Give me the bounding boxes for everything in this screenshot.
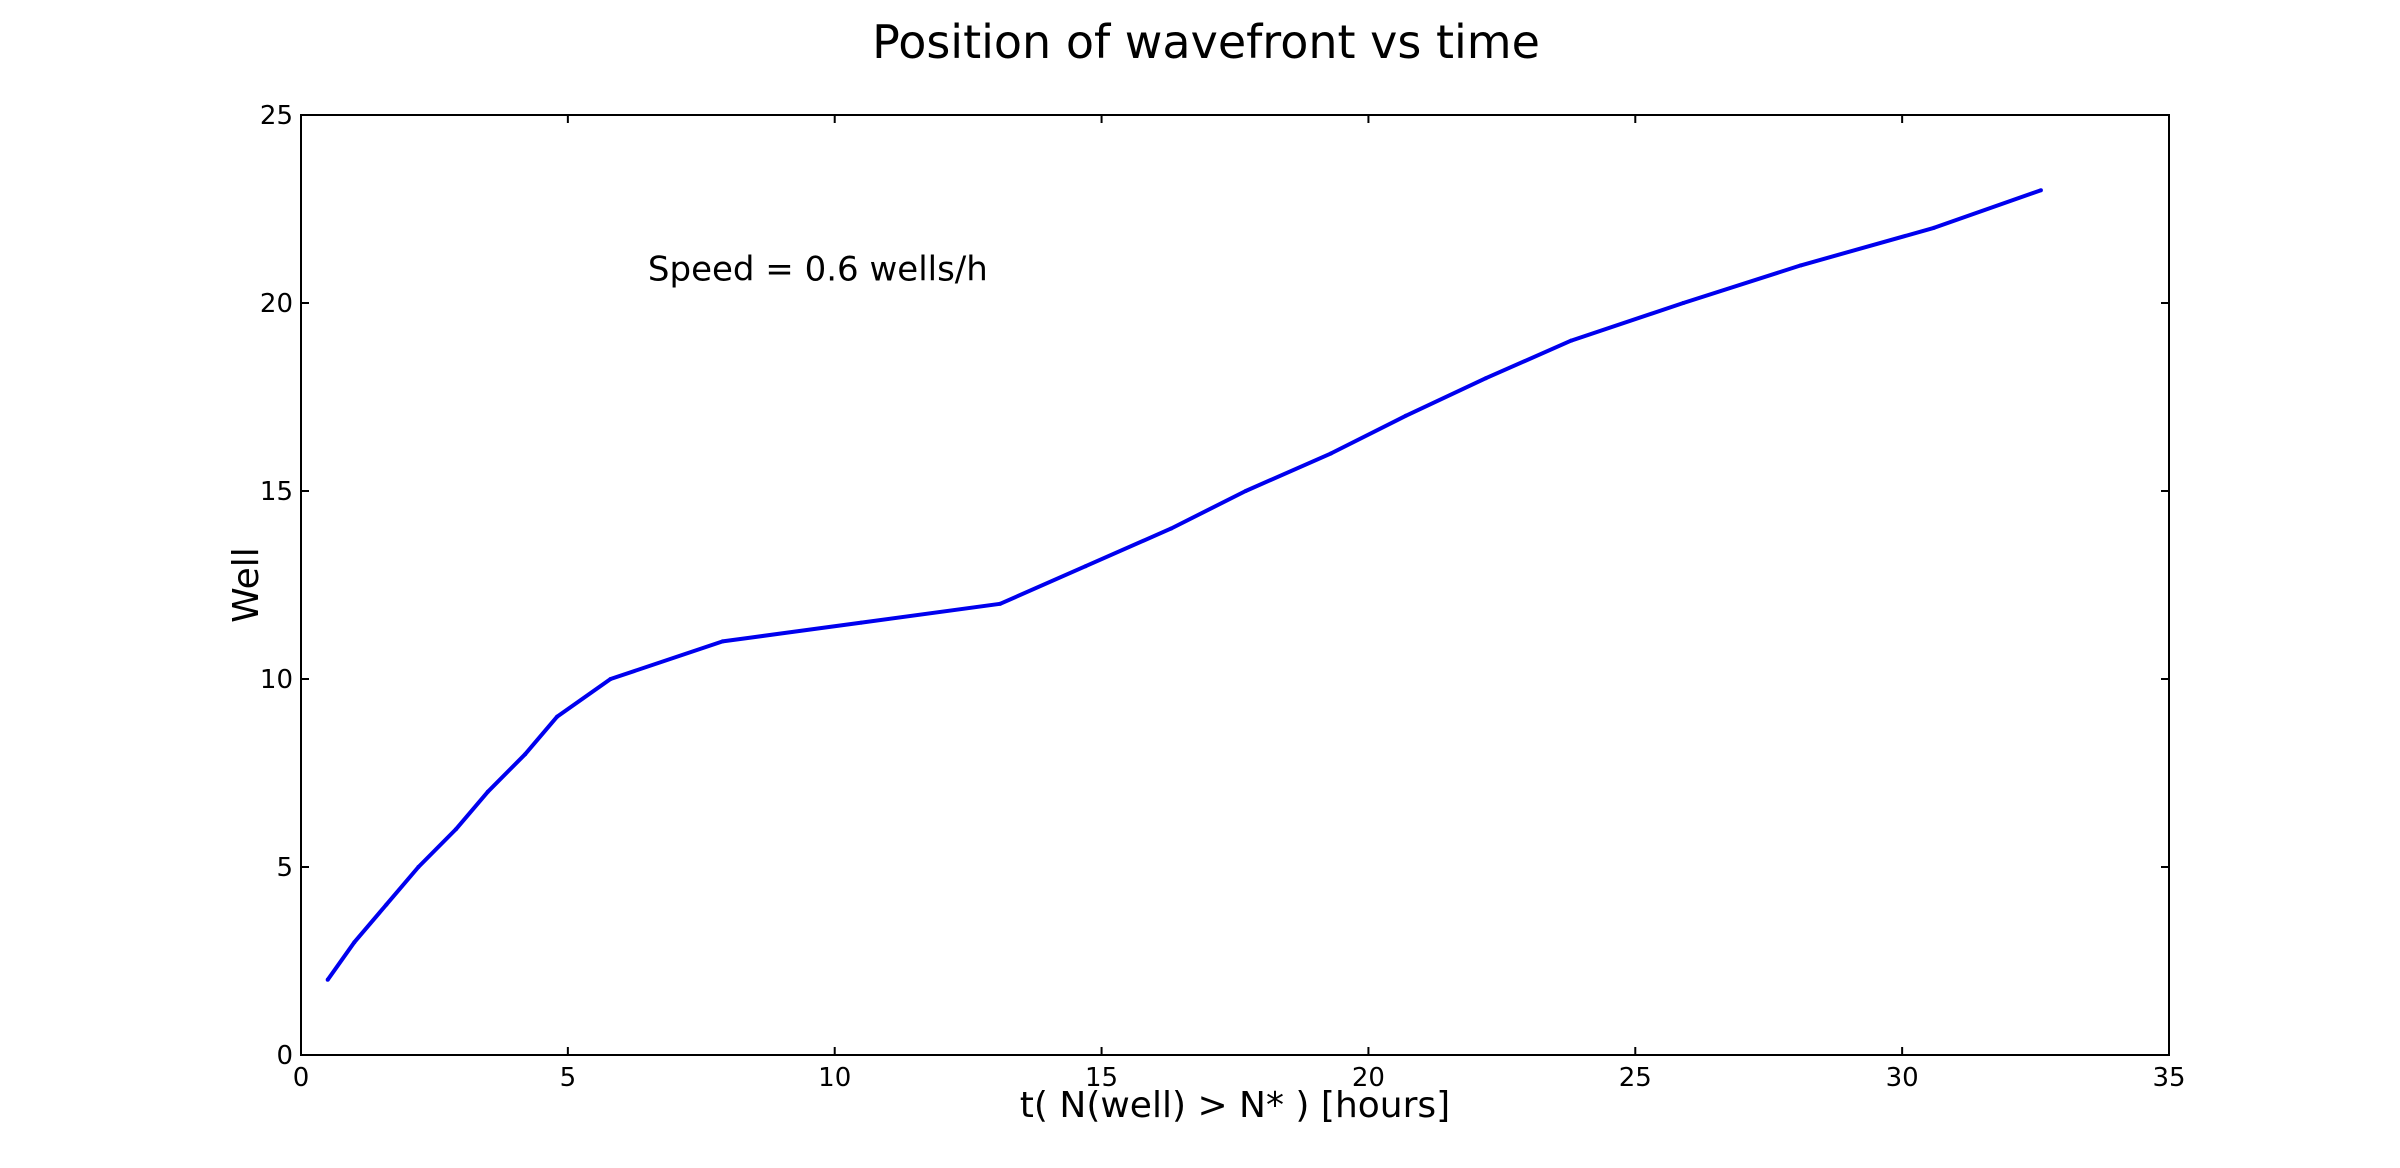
y-tick-label: 10	[260, 665, 293, 695]
data-point	[1569, 338, 1574, 343]
x-tick-label: 5	[560, 1063, 577, 1093]
data-point	[485, 789, 490, 794]
data-point	[720, 639, 725, 644]
data-point	[325, 977, 330, 982]
data-point	[1483, 376, 1488, 381]
data-point	[1083, 564, 1088, 569]
series-layer	[325, 188, 2043, 982]
speed-annotation: Speed = 0.6 wells/h	[648, 249, 988, 289]
y-tick-label: 0	[276, 1041, 293, 1071]
x-tick-label: 15	[1085, 1063, 1118, 1093]
data-point	[453, 827, 458, 832]
data-point	[416, 865, 421, 869]
x-tick-label: 10	[818, 1063, 851, 1093]
data-point	[1168, 526, 1173, 531]
data-point	[1798, 263, 1803, 268]
data-point	[2038, 188, 2043, 193]
data-point	[523, 752, 528, 757]
x-axis-label: t( N(well) > N* ) [hours]	[1020, 1085, 1450, 1126]
x-tick-label: 20	[1352, 1063, 1385, 1093]
data-point	[608, 677, 613, 681]
y-tick-label: 25	[260, 101, 293, 131]
y-tick-label: 15	[260, 477, 293, 507]
x-tick-label: 0	[293, 1063, 310, 1093]
x-tick-label: 30	[1886, 1063, 1919, 1093]
data-point	[1681, 301, 1686, 305]
x-tick-label: 25	[1619, 1063, 1652, 1093]
data-point	[1243, 489, 1248, 493]
y-axis-label: Well	[226, 547, 267, 623]
y-tick-label: 20	[260, 289, 293, 319]
tick-labels: 0 5 10 15 20 25 30 35 0 5 10 15 20 25	[260, 101, 2186, 1093]
data-point	[1403, 413, 1408, 418]
data-point	[555, 714, 560, 719]
data-point	[998, 601, 1003, 606]
data-point	[859, 620, 864, 625]
data-point	[384, 902, 389, 907]
chart-title: Position of wavefront vs time	[872, 15, 1540, 69]
data-point	[352, 940, 357, 945]
data-point	[1329, 451, 1334, 456]
x-tick-label: 35	[2152, 1063, 2185, 1093]
plot-frame	[300, 114, 2170, 1056]
y-tick-label: 5	[276, 853, 293, 883]
plot-area	[301, 115, 2169, 1055]
data-point	[1932, 225, 1937, 230]
